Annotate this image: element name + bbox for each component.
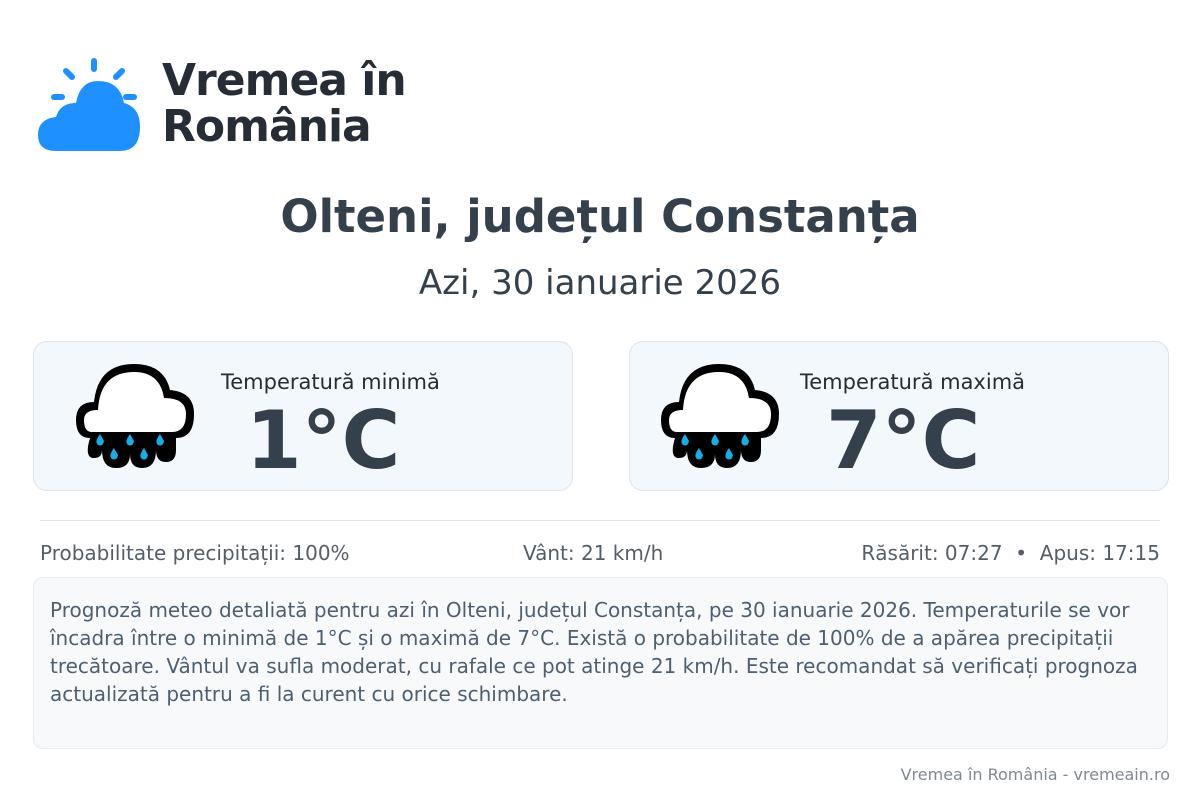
max-temp-value: 7°C — [826, 394, 981, 487]
min-temp-label: Temperatură minimă — [221, 370, 440, 394]
site-name-line1: Vremea în — [162, 55, 407, 106]
max-temp-card: Temperatură maximă 7°C — [629, 341, 1169, 491]
rain-cloud-icon — [661, 364, 779, 468]
precipitation-probability: Probabilitate precipitații: 100% — [40, 541, 350, 565]
rain-cloud-icon — [76, 364, 194, 468]
divider — [40, 520, 1160, 521]
site-name: Vremea în România — [162, 55, 407, 152]
footer-credit: Vremea în România - vremeain.ro — [900, 765, 1170, 784]
site-name-line2: România — [162, 101, 372, 152]
min-temp-value: 1°C — [246, 394, 401, 487]
page-title: Olteni, județul Constanța — [280, 190, 920, 243]
min-temp-card: Temperatură minimă 1°C — [33, 341, 573, 491]
sunrise-sunset: Răsărit: 07:27 • Apus: 17:15 — [861, 541, 1160, 565]
site-logo[interactable]: Vremea în România — [36, 55, 407, 153]
sun-cloud-icon — [38, 58, 140, 151]
forecast-date: Azi, 30 ianuarie 2026 — [418, 263, 782, 303]
forecast-description: Prognoză meteo detaliată pentru azi în O… — [33, 577, 1168, 749]
wind-speed: Vânt: 21 km/h — [523, 541, 664, 565]
max-temp-label: Temperatură maximă — [800, 370, 1026, 394]
